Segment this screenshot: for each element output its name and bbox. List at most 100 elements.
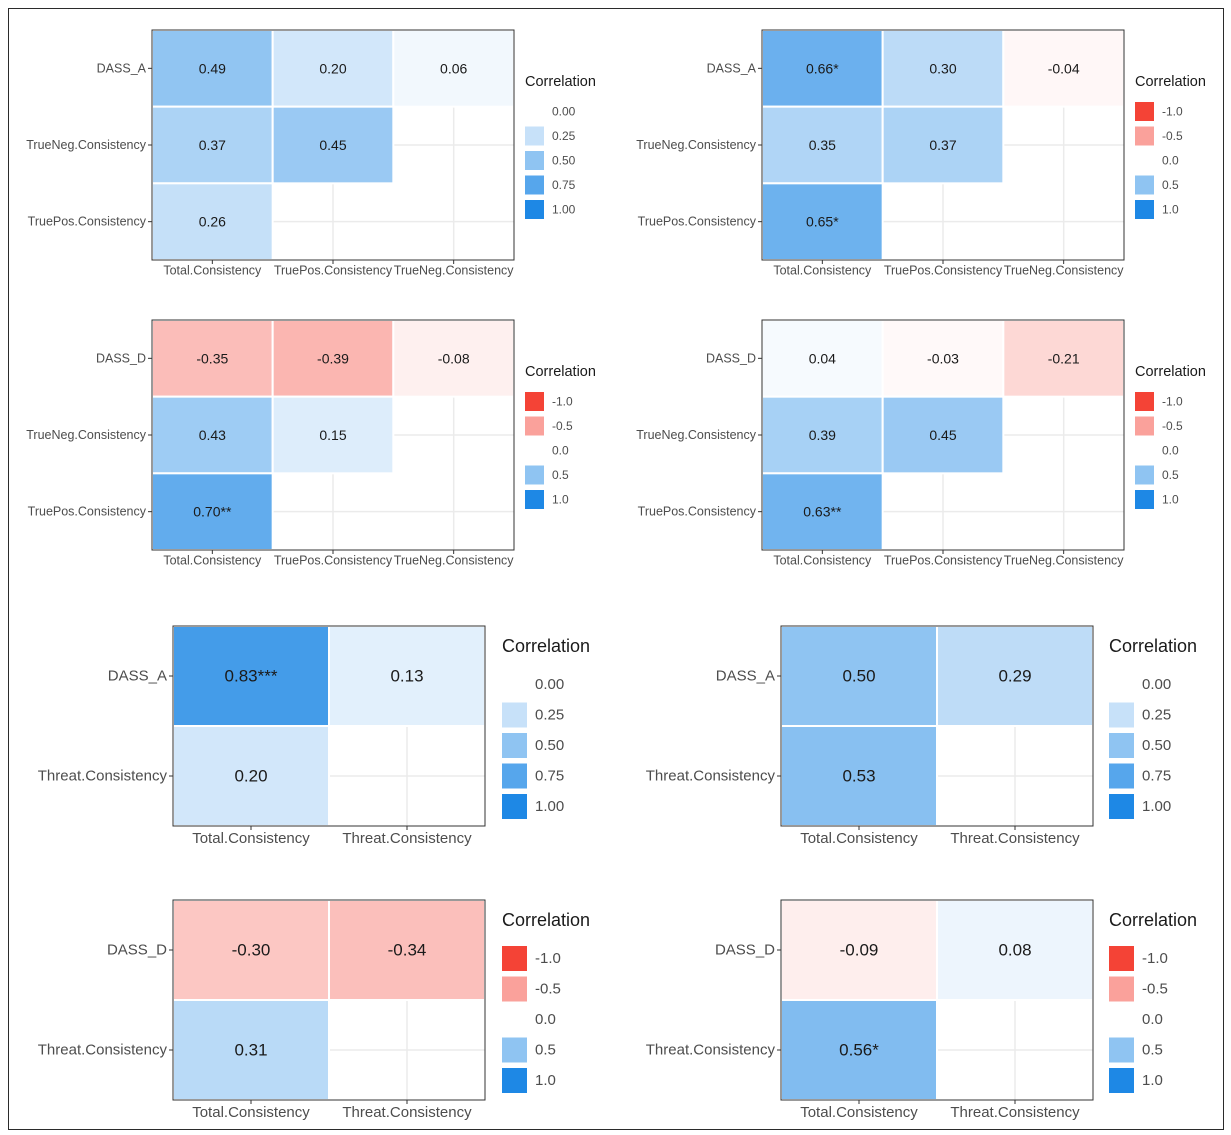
legend-label: 0.25 [535, 707, 564, 724]
y-axis-label: DASS_D [706, 351, 756, 365]
legend-key [525, 200, 544, 219]
x-axis-label: TrueNeg.Consistency [394, 554, 514, 568]
legend-title: Correlation [1109, 910, 1197, 930]
cell-value-label: 0.13 [390, 667, 423, 686]
cell-value-label: 0.83*** [225, 667, 278, 686]
heatmap-panel-7: -0.30 -0.34 0.31 DASS_D Threat.Consistency To… [38, 899, 590, 1121]
y-axis-label: DASS_A [97, 61, 147, 75]
cell-value-label: 0.53 [842, 767, 875, 786]
cell-value-label: 0.63** [803, 504, 842, 520]
legend: Correlation 0.00 0.25 0.50 0.75 1.00 [1109, 636, 1197, 819]
heatmap-tile [761, 29, 884, 108]
legend-title: Correlation [1109, 636, 1197, 656]
legend-label: 1.00 [1142, 798, 1171, 815]
heatmap-tile [936, 625, 1094, 727]
cell-value-label: 0.06 [440, 60, 467, 76]
legend-label: -1.0 [1162, 105, 1183, 119]
y-axis-label: DASS_D [96, 351, 146, 365]
legend-label: 0.50 [1142, 737, 1171, 754]
legend-title: Correlation [525, 364, 596, 380]
legend-label: -1.0 [1162, 395, 1183, 409]
legend-key [1109, 672, 1134, 697]
cell-value-label: -0.04 [1048, 60, 1080, 76]
heatmap-tile [761, 319, 884, 398]
heatmap-tile [172, 999, 330, 1101]
cell-value-label: 0.26 [199, 214, 226, 230]
panel-border [172, 899, 486, 1101]
heatmap-tile [761, 105, 884, 185]
cell-value-label: -0.39 [317, 350, 349, 366]
x-axis-label: Threat.Consistency [950, 830, 1080, 847]
legend-key [502, 1007, 527, 1032]
panel-border [780, 625, 1094, 827]
legend-key [1109, 733, 1134, 758]
legend-key [1135, 175, 1154, 195]
x-axis-label: TruePos.Consistency [274, 554, 393, 568]
panel-border [780, 899, 1094, 1101]
legend-key [1135, 126, 1154, 146]
x-axis-label: Threat.Consistency [342, 830, 472, 847]
legend: Correlation -1.0 -0.5 0.0 0.5 1.0 [1109, 910, 1197, 1093]
y-axis-label: TrueNeg.Consistency [26, 428, 146, 442]
y-axis-label: TruePos.Consistency [638, 505, 757, 519]
correlation-heatmap-figure: 0.49 0.20 0.06 0.37 0.45 0.26 DASS_A TrueNeg.Co… [8, 8, 1224, 1130]
heatmap-panel-5: 0.83*** 0.13 0.20 DASS_A Threat.Consistency T… [38, 625, 590, 847]
legend-key [1135, 151, 1154, 170]
cell-value-label: -0.09 [840, 941, 879, 960]
legend-key [1109, 702, 1134, 728]
cell-value-label: 0.49 [199, 60, 226, 76]
heatmap-tile [761, 182, 884, 261]
legend-key [502, 946, 527, 971]
legend: Correlation -1.0 -0.5 0.0 0.5 1.0 [1135, 364, 1206, 509]
legend: Correlation -1.0 -0.5 0.0 0.5 1.0 [502, 910, 590, 1093]
legend-label: 0.00 [1142, 676, 1171, 693]
y-axis-label: Threat.Consistency [38, 768, 168, 785]
cell-value-label: -0.08 [438, 350, 470, 366]
y-axis-label: TrueNeg.Consistency [26, 138, 146, 152]
heatmap-tile [151, 182, 274, 261]
cell-value-label: 0.37 [929, 137, 956, 153]
legend-label: 1.00 [535, 798, 564, 815]
heatmap-tile [761, 472, 884, 552]
legend-label: 0.50 [535, 737, 564, 754]
legend-key [1109, 946, 1134, 971]
legend-label: 1.0 [1162, 203, 1179, 217]
cell-value-label: 0.50 [842, 667, 875, 686]
legend-key [502, 976, 527, 1002]
legend-key [1109, 794, 1134, 819]
legend-key [525, 490, 544, 509]
x-axis-label: Threat.Consistency [342, 1104, 472, 1121]
cell-value-label: 0.45 [319, 137, 346, 153]
legend-key [502, 763, 527, 789]
y-axis-label: DASS_A [716, 668, 775, 685]
x-axis-label: Total.Consistency [192, 1104, 310, 1121]
legend-label: 0.0 [1142, 1011, 1163, 1028]
y-axis-label: TrueNeg.Consistency [636, 138, 756, 152]
legend: Correlation -1.0 -0.5 0.0 0.5 1.0 [1135, 74, 1206, 219]
heatmap-panel-4: 0.04 -0.03 -0.21 0.39 0.45 0.63** DASS_D TrueNe… [636, 319, 1206, 568]
legend-key [1109, 1007, 1134, 1032]
heatmap-tile [172, 725, 330, 827]
legend-key [1135, 490, 1154, 509]
cell-value-label: 0.39 [809, 427, 836, 443]
heatmap-panel-1: 0.49 0.20 0.06 0.37 0.45 0.26 DASS_A TrueNeg.Co… [26, 29, 596, 278]
legend-label: 0.00 [535, 676, 564, 693]
legend-key [1135, 102, 1154, 121]
legend-key [502, 794, 527, 819]
legend-key [525, 175, 544, 195]
legend-key [525, 151, 544, 170]
legend-label: 0.75 [552, 178, 576, 192]
cell-value-label: -0.35 [196, 350, 228, 366]
legend-key [502, 702, 527, 728]
legend-title: Correlation [502, 636, 590, 656]
x-axis-label: Total.Consistency [163, 554, 262, 568]
heatmap-tile [328, 899, 486, 1001]
legend-label: 1.0 [552, 493, 569, 507]
heatmap-tile [271, 105, 395, 185]
legend-key [525, 416, 544, 436]
legend: Correlation -1.0 -0.5 0.0 0.5 1.0 [525, 364, 596, 509]
cell-value-label: -0.03 [927, 350, 959, 366]
heatmap-panel-3: -0.35 -0.39 -0.08 0.43 0.15 0.70** DASS_D TrueN… [26, 319, 596, 568]
panel-border [172, 625, 486, 827]
y-axis-label: DASS_A [108, 668, 167, 685]
